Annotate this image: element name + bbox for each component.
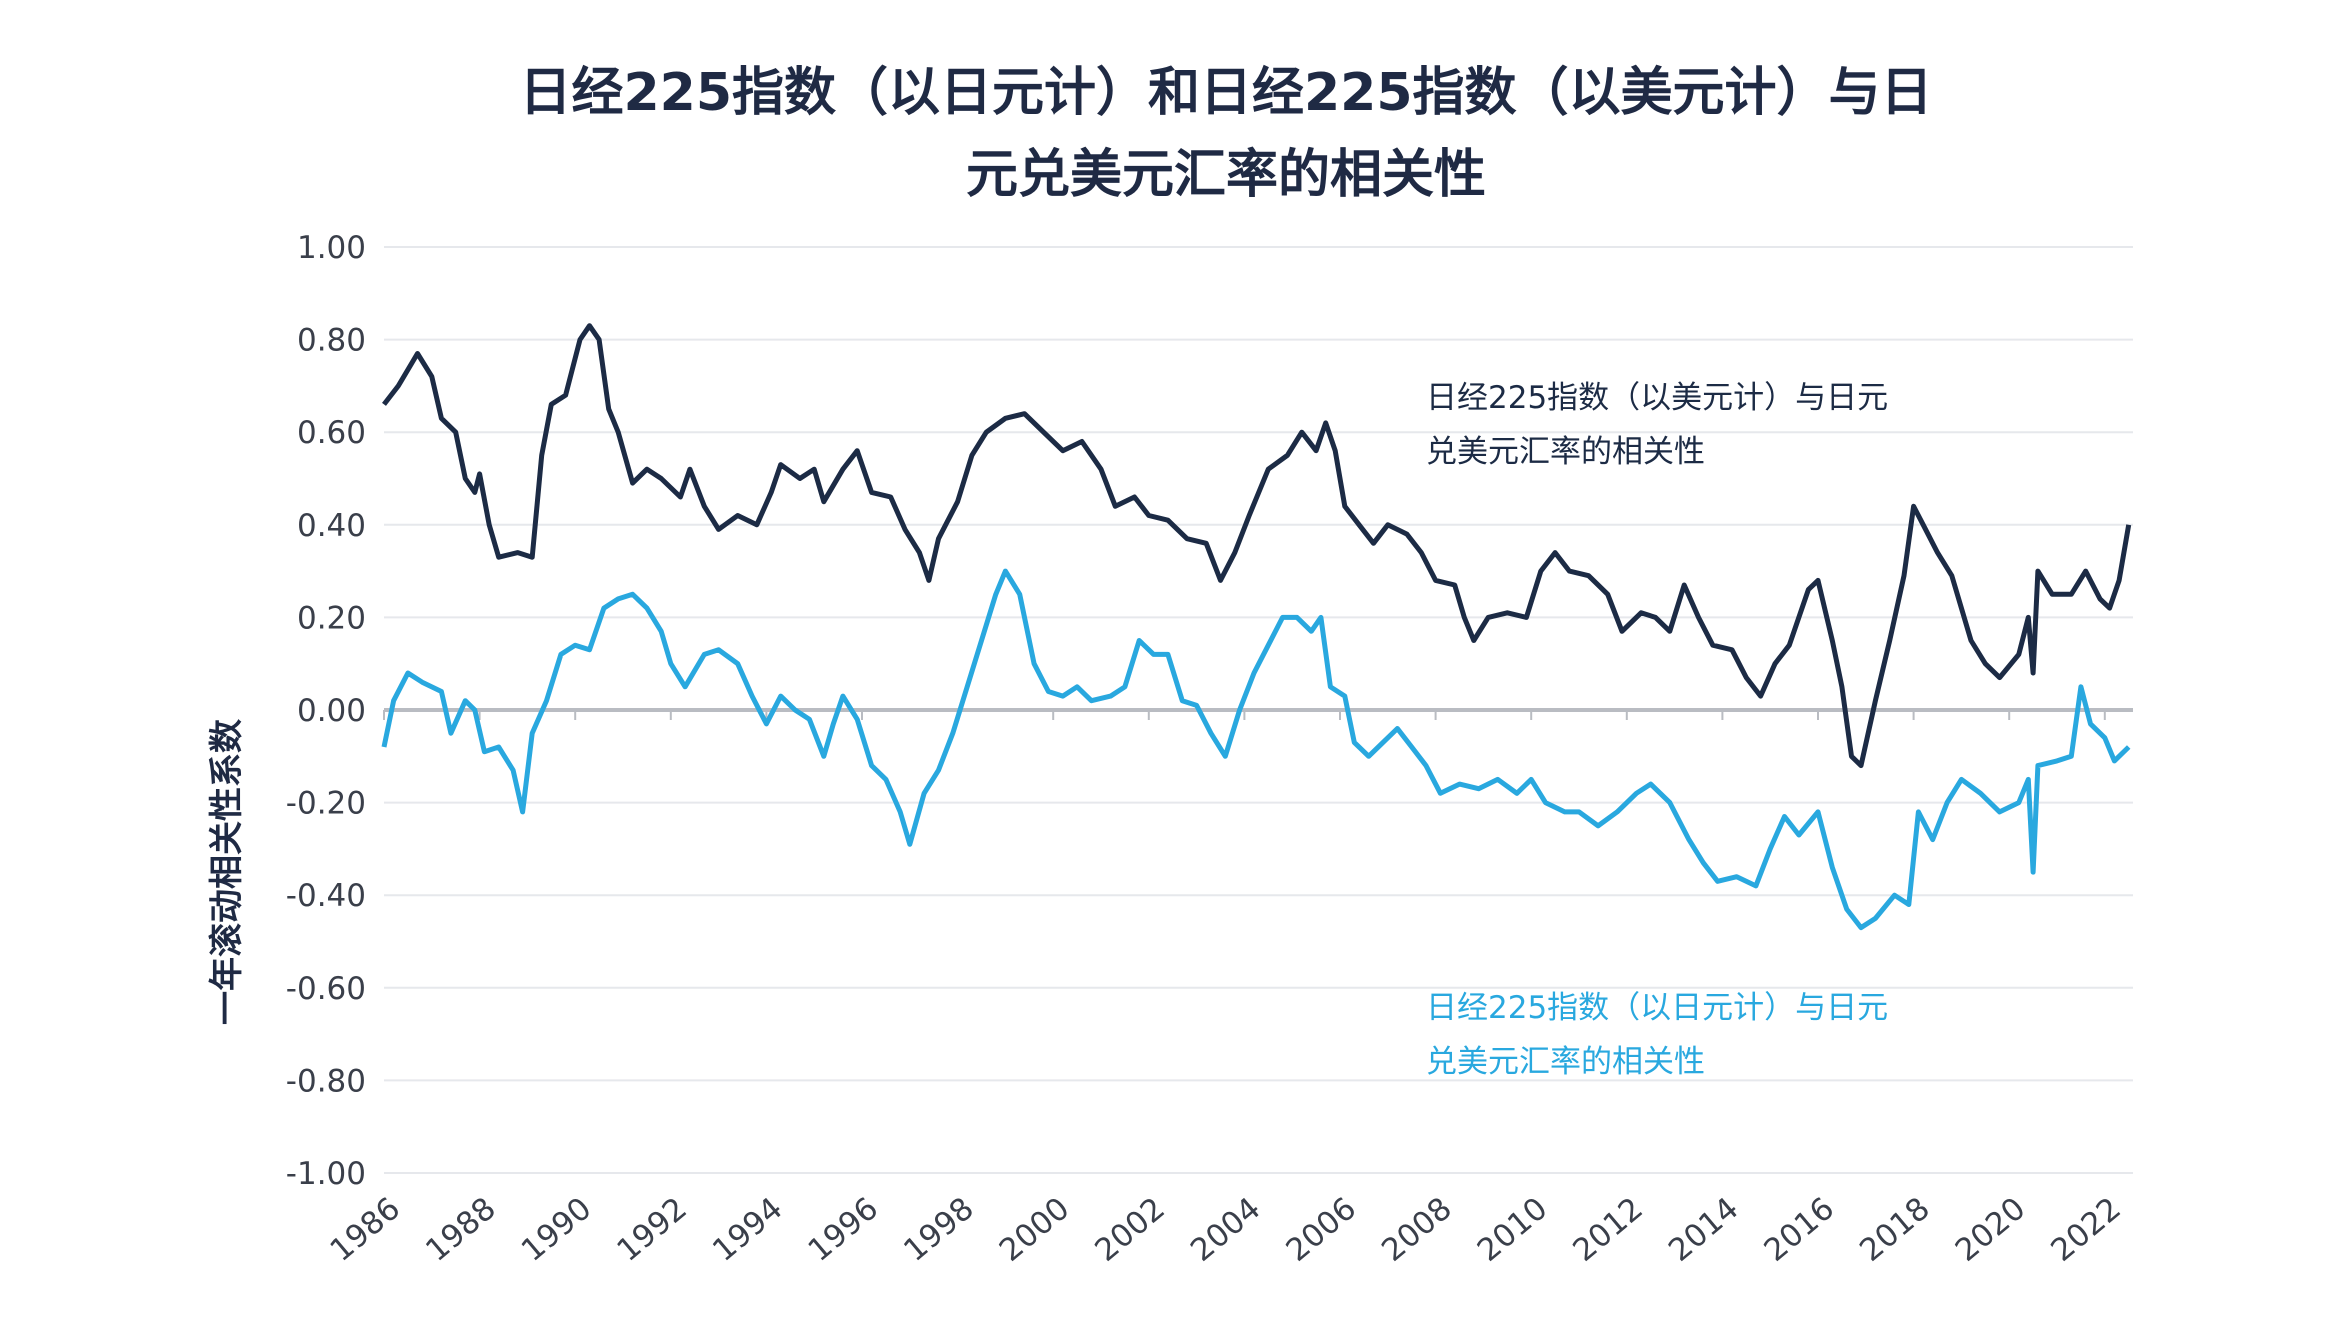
usd-series-label-line-2: 兑美元汇率的相关性 [1426, 434, 1705, 470]
gridlines [383, 246, 2133, 1174]
y-tick-label: -0.20 [286, 786, 366, 822]
x-tick-label: 1990 [515, 1191, 599, 1269]
jpy-correlation-line [381, 568, 2131, 931]
x-tick-label: 2006 [1280, 1191, 1364, 1269]
x-tick-label: 1988 [419, 1191, 503, 1269]
x-tick-label: 2000 [993, 1191, 1077, 1269]
x-tick-label: 2004 [1184, 1191, 1268, 1269]
x-tick-label: 2022 [2044, 1191, 2128, 1269]
usd-correlation-line [382, 323, 2132, 769]
jpy-series-label-line-1: 日经225指数（以日元计）与日元 [1426, 990, 1888, 1026]
x-tick-label: 2010 [1471, 1191, 1555, 1269]
x-tick-label: 1998 [897, 1191, 981, 1269]
jpy-series-label-line-2: 兑美元汇率的相关性 [1426, 1044, 1705, 1080]
x-tick-label: 2018 [1853, 1191, 1937, 1269]
y-tick-label: 1.00 [297, 230, 366, 266]
x-tick-label: 2002 [1088, 1191, 1172, 1269]
y-tick-label: -1.00 [286, 1156, 366, 1192]
chart-title-line-2: 元兑美元汇率的相关性 [966, 145, 1486, 205]
chart-title-line-1: 日经225指数（以日元计）和日经225指数（以美元计）与日 [519, 63, 1932, 123]
x-tick-label: 1994 [706, 1191, 790, 1269]
usd-series-label-line-1: 日经225指数（以美元计）与日元 [1426, 380, 1888, 416]
legend-label-jpy: 日经225指数（以日元计）与日元 兑美元汇率的相关性 [1426, 990, 1888, 1080]
y-tick-label: 0.80 [297, 323, 366, 359]
x-tick-label: 2008 [1375, 1191, 1459, 1269]
x-tick-label: 2016 [1758, 1191, 1842, 1269]
y-tick-label: -0.80 [286, 1063, 366, 1099]
y-tick-label: -0.60 [286, 971, 366, 1007]
y-axis-ticks: 1.00 0.80 0.60 0.40 0.20 0.00 -0.20 -0.40 -0.60 -… [286, 230, 366, 1192]
x-tick-label: 2020 [1949, 1191, 2033, 1269]
y-axis-label: 一年滚动相关性系数 [207, 719, 247, 1025]
x-tick-label: 2012 [1566, 1191, 1650, 1269]
x-tick-label: 1996 [802, 1191, 886, 1269]
y-tick-label: 0.00 [297, 693, 366, 729]
x-tick-label: 2014 [1662, 1191, 1746, 1269]
x-tick-label: 1986 [324, 1191, 408, 1269]
x-tick-label: 1992 [610, 1191, 694, 1269]
series-lines [381, 323, 2132, 931]
y-tick-label: 0.60 [297, 415, 366, 451]
y-tick-label: 0.20 [297, 600, 366, 636]
y-tick-label: 0.40 [297, 508, 366, 544]
y-tick-label: -0.40 [286, 878, 366, 914]
x-axis-ticks: 1986 1988 1990 1992 1994 1996 1998 2000 2002 2004… [324, 1191, 2128, 1269]
legend-label-usd: 日经225指数（以美元计）与日元 兑美元汇率的相关性 [1426, 380, 1888, 470]
